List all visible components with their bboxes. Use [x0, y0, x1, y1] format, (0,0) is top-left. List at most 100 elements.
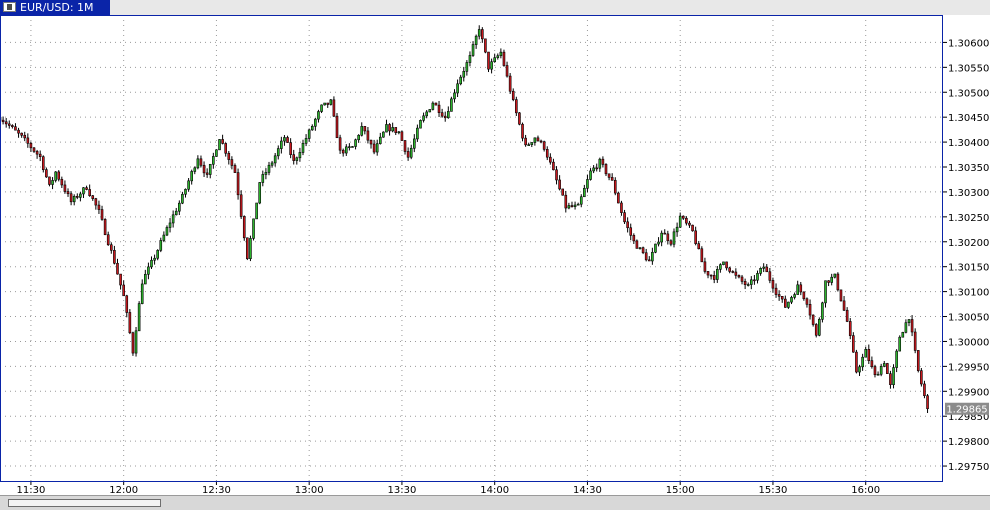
candle — [725, 261, 728, 271]
candle-body — [685, 217, 688, 224]
candle — [617, 191, 620, 204]
candle-body — [811, 314, 815, 325]
candle — [675, 222, 679, 237]
candle — [147, 262, 150, 280]
candle-body — [431, 102, 435, 110]
candle — [190, 169, 193, 185]
candle-body — [14, 126, 17, 131]
candle — [459, 74, 462, 86]
candle — [273, 152, 277, 167]
candle-body — [821, 302, 824, 320]
candle-body — [100, 209, 104, 220]
candle-body — [348, 146, 351, 148]
candle — [579, 194, 583, 208]
candle-body — [341, 149, 345, 154]
candle — [672, 228, 676, 248]
candle-body — [375, 143, 379, 153]
candle — [607, 173, 611, 181]
candle — [357, 134, 360, 143]
x-tick-label: 13:00 — [295, 485, 324, 495]
candle-body — [527, 144, 530, 146]
candle — [369, 139, 373, 149]
candle — [524, 134, 527, 147]
candle — [468, 51, 472, 67]
candle — [252, 218, 255, 241]
candle — [613, 177, 617, 196]
candle — [471, 41, 475, 57]
candle-body — [719, 264, 722, 270]
candle-body — [709, 274, 713, 277]
candle — [320, 104, 323, 114]
candle-body — [505, 65, 509, 77]
candle-body — [156, 250, 159, 259]
y-tick-label: 1.30000 — [948, 337, 989, 348]
candle — [669, 239, 673, 247]
candle — [484, 38, 487, 54]
y-tick-label: 1.30300 — [948, 188, 989, 199]
candle — [329, 98, 333, 106]
candle-body — [82, 187, 85, 195]
candle-body — [799, 284, 803, 293]
candle-body — [174, 210, 178, 216]
candle-body — [363, 126, 367, 132]
candle-body — [635, 240, 639, 249]
candle-body — [314, 118, 317, 127]
candle — [589, 168, 592, 181]
candle-body — [440, 112, 444, 117]
candle — [38, 150, 42, 162]
candle-body — [644, 252, 648, 261]
candle — [808, 299, 812, 320]
candle-body — [471, 44, 475, 56]
candle-body — [848, 321, 852, 336]
candle-body — [144, 273, 147, 285]
candle — [731, 270, 735, 274]
candle-body — [252, 218, 255, 239]
candle — [768, 267, 772, 284]
candle-body — [397, 131, 401, 134]
candle — [1, 116, 5, 125]
candle — [740, 274, 744, 285]
candle-body — [904, 322, 908, 333]
candle — [647, 256, 651, 262]
candle — [583, 184, 586, 198]
candle — [403, 140, 407, 155]
candlestick-chart[interactable]: 1.29750 1.29800 1.29850 1.29900 1.29950 1.300… — [0, 15, 990, 495]
candle-body — [150, 259, 153, 268]
candle — [276, 145, 280, 160]
candle-body — [178, 202, 181, 212]
candle — [592, 165, 595, 174]
candle — [409, 144, 413, 160]
candle — [270, 160, 274, 168]
candle-body — [60, 178, 64, 186]
candle — [181, 191, 184, 205]
candle-body — [867, 349, 871, 361]
candle — [855, 349, 858, 374]
candle — [264, 168, 268, 180]
candle-body — [765, 266, 769, 273]
candle-body — [521, 123, 524, 139]
candle — [35, 149, 39, 159]
candle — [533, 137, 537, 146]
candle — [561, 188, 565, 196]
candle-body — [499, 51, 503, 57]
candle-body — [273, 155, 277, 164]
candle — [116, 258, 119, 275]
candle-body — [561, 188, 565, 196]
candle — [413, 134, 416, 153]
candle-body — [48, 176, 51, 185]
candle — [576, 202, 580, 206]
candle-body — [459, 76, 462, 85]
candle-body — [131, 332, 135, 354]
candle — [465, 60, 469, 76]
candle-body — [317, 111, 320, 120]
candle-body — [394, 127, 398, 133]
candle — [338, 134, 342, 154]
candle-body — [907, 319, 911, 324]
horizontal-scrollbar[interactable] — [0, 495, 990, 510]
scrollbar-thumb[interactable] — [8, 499, 161, 507]
candle-body — [790, 297, 793, 303]
chart-window-tab[interactable]: EUR/USD: 1M — [0, 0, 110, 15]
y-tick-label: 1.29850 — [948, 412, 989, 423]
candle — [366, 126, 370, 144]
candle-body — [422, 115, 425, 121]
